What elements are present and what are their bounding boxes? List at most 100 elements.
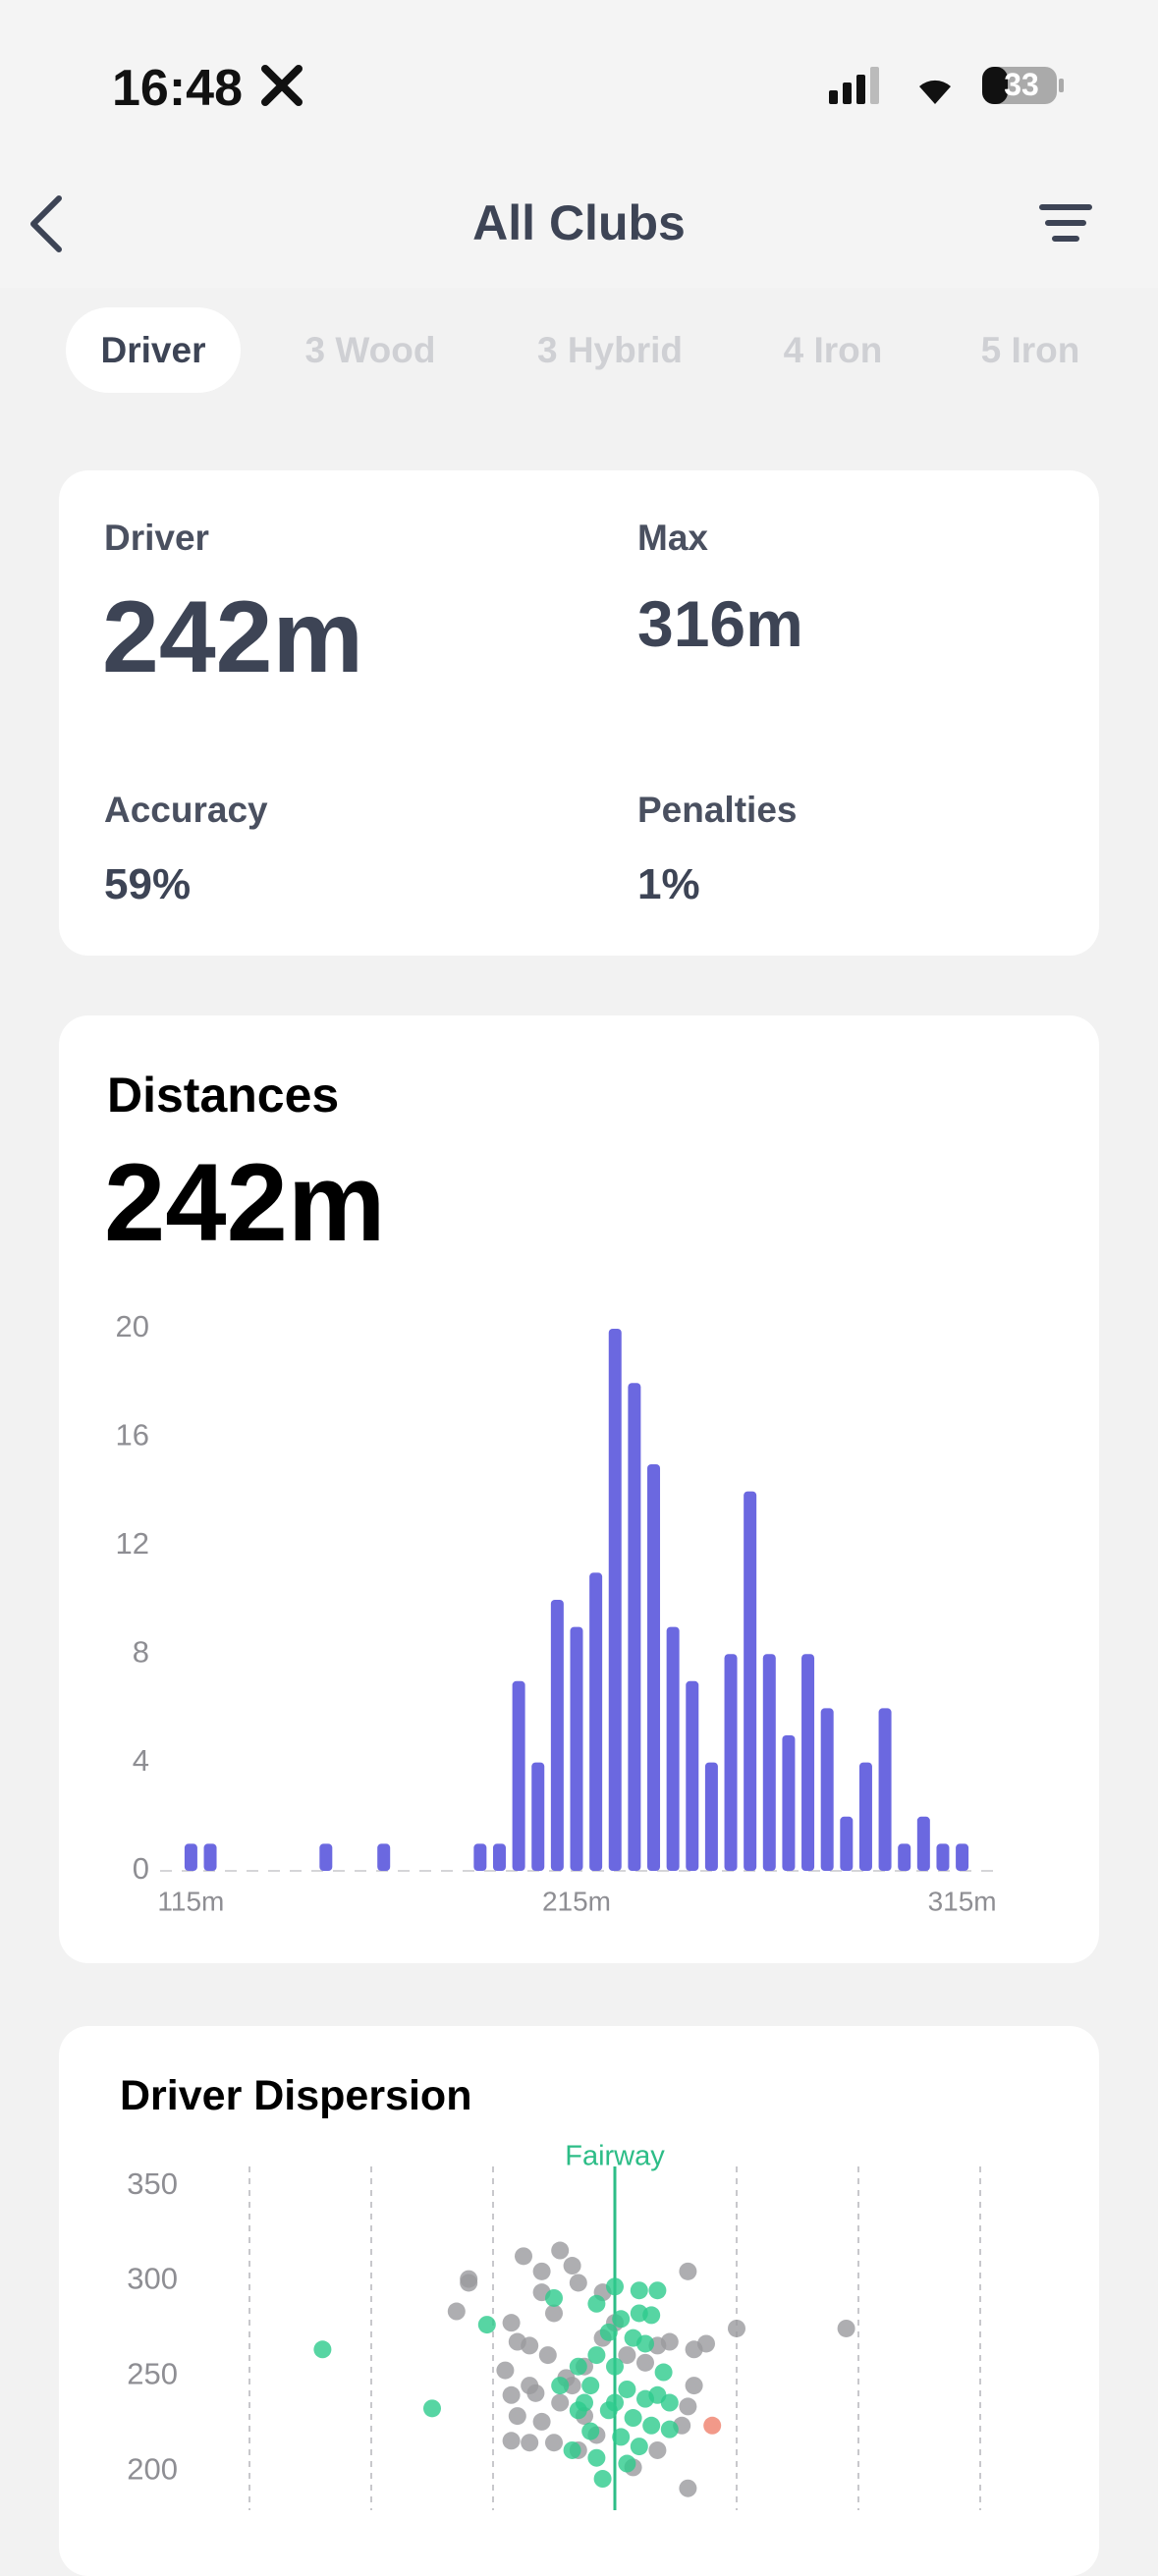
shot-point	[837, 2319, 855, 2337]
bar	[840, 1816, 854, 1871]
y-tick-label: 300	[127, 2262, 178, 2296]
bar	[956, 1843, 969, 1871]
filter-button[interactable]	[1039, 202, 1092, 244]
bar	[898, 1843, 911, 1871]
x-tick-label: 315m	[928, 1886, 997, 1916]
shot-point	[660, 2393, 679, 2412]
bar	[724, 1654, 738, 1871]
stat-value: 59%	[104, 860, 192, 908]
shot-point	[538, 2346, 557, 2365]
shot-point	[642, 2306, 661, 2325]
shot-point	[648, 2281, 667, 2300]
bar	[744, 1491, 757, 1871]
y-tick-label: 0	[133, 1851, 149, 1886]
stats-card	[59, 470, 1099, 956]
shot-point	[630, 2438, 648, 2456]
y-tick-label: 250	[127, 2357, 178, 2391]
club-tab[interactable]: 3 Wood	[304, 330, 436, 370]
shot-point	[618, 2380, 636, 2398]
bar	[570, 1626, 583, 1871]
bar	[878, 1708, 892, 1871]
stat-label: Penalties	[637, 790, 798, 830]
shot-point	[679, 2397, 697, 2416]
bar	[203, 1843, 217, 1871]
shot-point	[569, 2274, 587, 2292]
chart-title: Driver Dispersion	[120, 2072, 472, 2119]
shot-point	[606, 2393, 624, 2412]
shot-point	[685, 2377, 703, 2395]
shot-point	[703, 2416, 722, 2435]
shot-point	[581, 2422, 600, 2440]
x-tick-label: 215m	[542, 1886, 611, 1916]
bar	[608, 1329, 622, 1871]
bar	[936, 1843, 950, 1871]
shot-point	[618, 2454, 636, 2473]
shot-point	[515, 2247, 532, 2266]
bar	[647, 1464, 661, 1871]
y-tick-label: 200	[127, 2451, 178, 2486]
shot-point	[630, 2281, 648, 2300]
shot-point	[618, 2346, 636, 2365]
shot-point	[563, 2440, 581, 2459]
shot-point	[587, 2448, 606, 2467]
y-tick-label: 350	[127, 2166, 178, 2201]
shot-point	[545, 2434, 563, 2452]
status-icons	[829, 67, 1064, 104]
shot-point	[728, 2319, 745, 2337]
club-tab[interactable]: Driver	[100, 330, 206, 370]
shot-point	[679, 2262, 697, 2280]
shot-point	[521, 2434, 539, 2452]
shot-point	[606, 2277, 624, 2296]
shot-point	[545, 2304, 563, 2323]
club-tab[interactable]: 3 Hybrid	[536, 330, 684, 370]
shot-point	[636, 2334, 654, 2353]
shot-point	[551, 2393, 570, 2412]
bar	[686, 1680, 699, 1871]
shot-point	[477, 2316, 496, 2334]
chart-subtitle: 242m	[104, 1141, 386, 1264]
dispersion-card	[59, 2026, 1099, 2576]
back-button[interactable]	[24, 192, 67, 255]
shot-point	[599, 2323, 618, 2341]
shot-point	[502, 2314, 521, 2332]
shot-point	[612, 2310, 631, 2329]
stat-label: Max	[637, 518, 708, 558]
y-tick-label: 8	[133, 1634, 149, 1669]
shot-point	[526, 2384, 545, 2402]
stat-value: 1%	[637, 860, 700, 908]
chart-title: Distances	[107, 1068, 340, 1123]
shot-point	[423, 2399, 441, 2418]
club-tab[interactable]: 5 Iron	[980, 330, 1080, 370]
tools-icon	[261, 65, 303, 106]
shot-point	[521, 2336, 539, 2355]
bar	[531, 1762, 545, 1871]
stat-label: Accuracy	[104, 790, 268, 830]
shot-point	[447, 2302, 466, 2321]
bar	[762, 1654, 776, 1871]
bar	[550, 1600, 564, 1871]
shot-point	[636, 2353, 654, 2372]
shot-point	[697, 2334, 715, 2353]
shot-point	[313, 2340, 332, 2359]
shot-point	[502, 2432, 521, 2450]
y-tick-label: 12	[116, 1526, 149, 1561]
bar	[184, 1843, 197, 1871]
bar	[628, 1383, 641, 1871]
bar	[782, 1735, 796, 1871]
shot-point	[624, 2409, 642, 2428]
shot-point	[508, 2407, 526, 2426]
y-tick-label: 16	[116, 1418, 149, 1452]
club-tab[interactable]: 4 Iron	[783, 330, 883, 370]
bar	[704, 1762, 718, 1871]
shot-point	[642, 2416, 661, 2435]
shot-point	[502, 2385, 521, 2404]
active-tab-pill	[66, 307, 241, 393]
shot-point	[460, 2274, 478, 2292]
shot-point	[587, 2346, 606, 2365]
y-tick-label: 4	[133, 1743, 149, 1778]
shot-point	[648, 2440, 667, 2459]
shot-point	[660, 2332, 679, 2351]
bar	[377, 1843, 391, 1871]
shot-point	[593, 2470, 612, 2489]
bar	[801, 1654, 815, 1871]
